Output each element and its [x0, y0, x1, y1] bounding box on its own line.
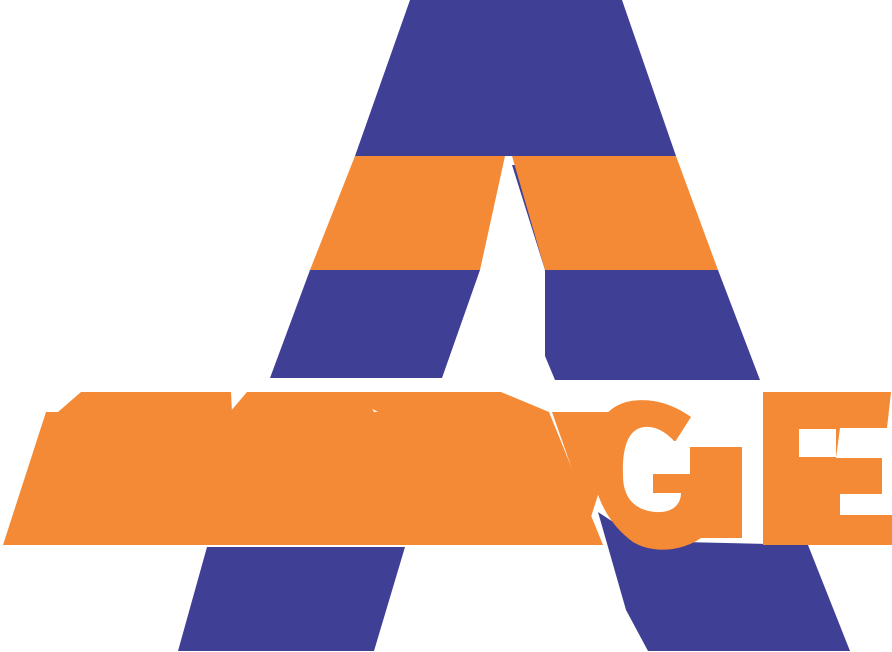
- word-band: [3, 392, 614, 545]
- ge-word: [591, 392, 892, 550]
- a-inner-right-navy-diagonal: [512, 165, 575, 379]
- a-left-bottom-navy-band: [178, 547, 405, 651]
- logo: [3, 0, 892, 651]
- a-right-middle-navy-band: [545, 270, 760, 380]
- a-left-middle-navy-band: [270, 270, 480, 378]
- a-top-navy-band: [355, 0, 676, 156]
- g-letter: [591, 400, 742, 550]
- a-left-orange-band: [310, 156, 505, 270]
- e-letter: [763, 392, 892, 545]
- g-cutout: [648, 441, 690, 474]
- band-top-facet-left: [58, 392, 232, 412]
- big-letter-a: [178, 0, 850, 651]
- letter-cutouts: [648, 429, 836, 474]
- band-top-facet-right: [342, 392, 549, 412]
- e-middle-cutout: [799, 429, 836, 457]
- orange-word-band: [3, 412, 603, 545]
- a-right-orange-band: [512, 156, 718, 270]
- band-top-facet-middle: [230, 392, 374, 412]
